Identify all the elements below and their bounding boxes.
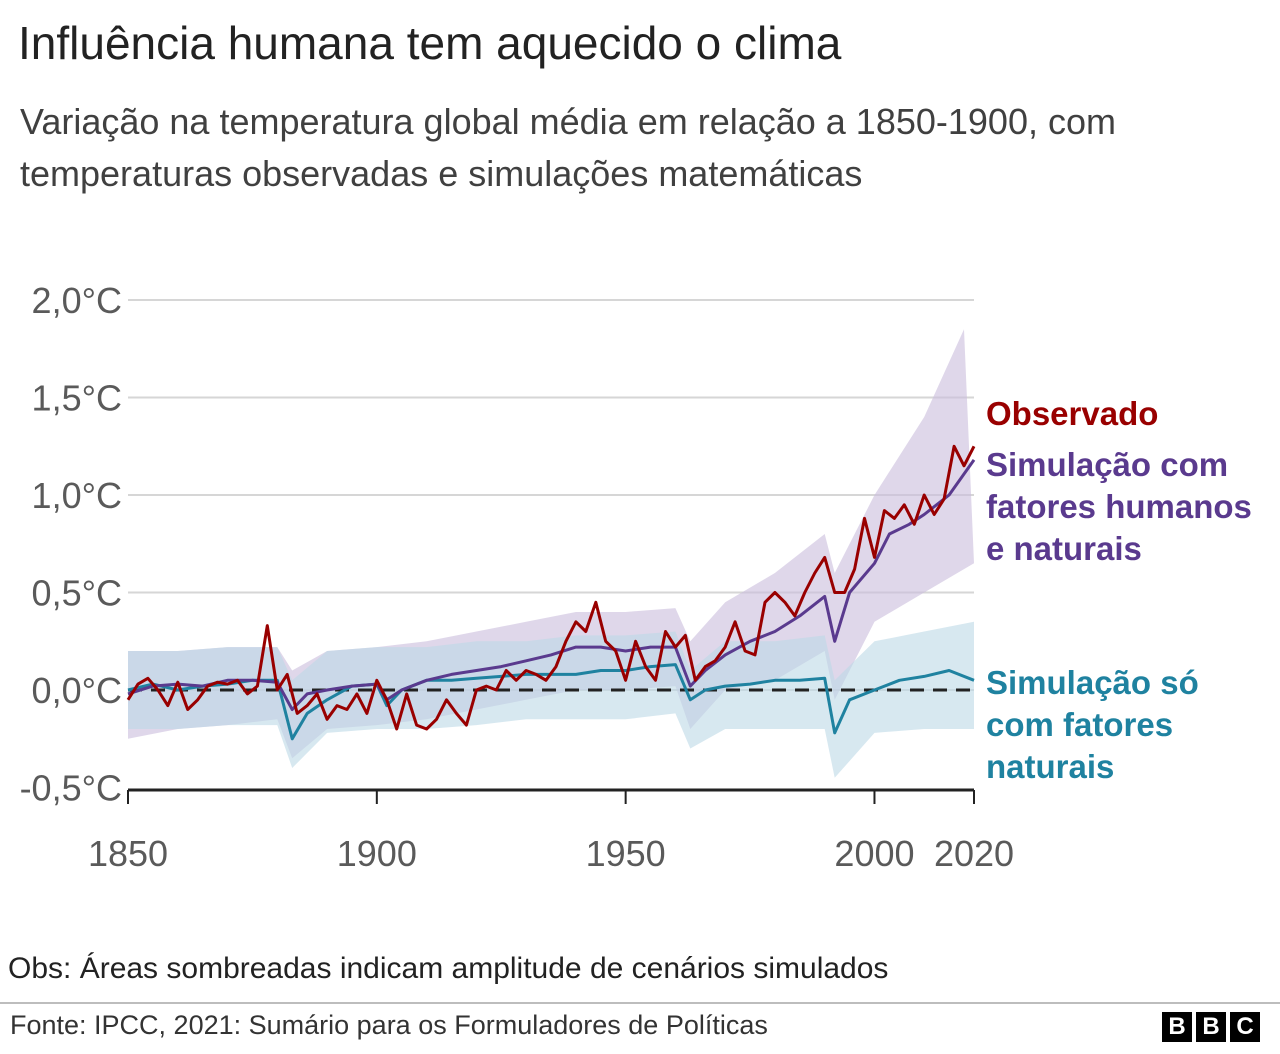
series-lines [126, 444, 976, 741]
x-tick-label: 1850 [88, 833, 168, 874]
chart-note: Obs: Áreas sombreadas indicam amplitude … [8, 952, 889, 985]
chart-subtitle: Variação na temperatura global média em … [20, 101, 1116, 194]
tick-labels: 2,0°C 1,5°C 1,0°C 0,5°C 0,0°C -0,5°C 1850 1900 1… [20, 280, 1014, 874]
x-tick-label: 2000 [834, 833, 914, 874]
line-chart: 2,0°C 1,5°C 1,0°C 0,5°C 0,0°C -0,5°C 1850 1900 1… [20, 280, 1252, 874]
x-tick-label: 1900 [337, 833, 417, 874]
observed-line [126, 444, 976, 731]
y-tick-label: 1,5°C [32, 378, 122, 419]
bbc-logo-letter: B [1196, 1012, 1226, 1042]
series-labels: Observado Simulação com fatores humanos e n… [986, 395, 1252, 785]
x-axis [127, 788, 975, 804]
human-natural-label: Simulação com fatores humanos e naturais [986, 446, 1252, 567]
band-natural-only [128, 621, 974, 778]
bbc-logo: B B C [1162, 1012, 1260, 1042]
source-credit: Fonte: IPCC, 2021: Sumário para os Formu… [10, 1010, 768, 1040]
y-tick-label: 2,0°C [32, 280, 122, 321]
natural-only-label: Simulação só com fatores naturais [986, 664, 1199, 785]
y-tick-label: 0,0°C [32, 670, 122, 711]
bbc-logo-letter: C [1230, 1012, 1260, 1042]
y-tick-label: 1,0°C [32, 475, 122, 516]
uncertainty-bands [128, 329, 974, 778]
x-tick-label: 1950 [586, 833, 666, 874]
chart-title: Influência humana tem aquecido o clima [18, 17, 842, 69]
y-tick-label: -0,5°C [20, 768, 122, 809]
footer-divider [0, 1002, 1280, 1004]
x-tick-label: 2020 [934, 833, 1014, 874]
y-tick-label: 0,5°C [32, 573, 122, 614]
bbc-logo-letter: B [1162, 1012, 1192, 1042]
observed-label: Observado [986, 395, 1158, 432]
